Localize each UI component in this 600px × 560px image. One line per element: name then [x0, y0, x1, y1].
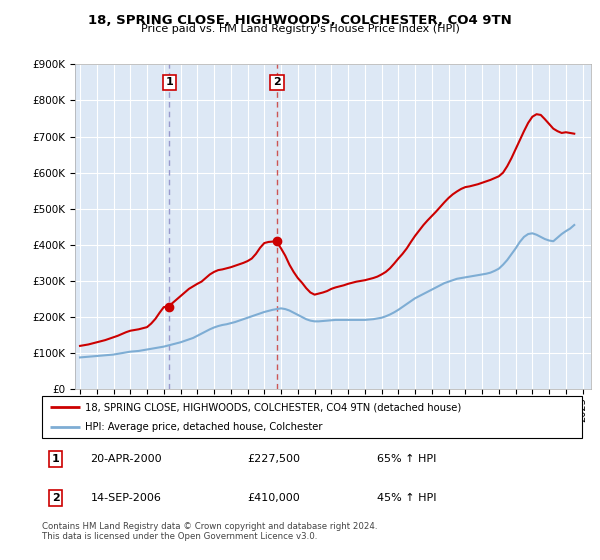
FancyBboxPatch shape	[42, 396, 582, 438]
Text: £410,000: £410,000	[247, 493, 300, 503]
Text: 14-SEP-2006: 14-SEP-2006	[91, 493, 161, 503]
Text: 1: 1	[52, 454, 59, 464]
Text: 20-APR-2000: 20-APR-2000	[91, 454, 162, 464]
Text: 18, SPRING CLOSE, HIGHWOODS, COLCHESTER, CO4 9TN (detached house): 18, SPRING CLOSE, HIGHWOODS, COLCHESTER,…	[85, 402, 461, 412]
Text: 2: 2	[52, 493, 59, 503]
Text: 45% ↑ HPI: 45% ↑ HPI	[377, 493, 436, 503]
Text: 1: 1	[166, 77, 173, 87]
Text: Contains HM Land Registry data © Crown copyright and database right 2024.
This d: Contains HM Land Registry data © Crown c…	[42, 522, 377, 542]
Text: Price paid vs. HM Land Registry's House Price Index (HPI): Price paid vs. HM Land Registry's House …	[140, 24, 460, 34]
Text: 65% ↑ HPI: 65% ↑ HPI	[377, 454, 436, 464]
Text: 18, SPRING CLOSE, HIGHWOODS, COLCHESTER, CO4 9TN: 18, SPRING CLOSE, HIGHWOODS, COLCHESTER,…	[88, 14, 512, 27]
Text: £227,500: £227,500	[247, 454, 300, 464]
Text: HPI: Average price, detached house, Colchester: HPI: Average price, detached house, Colc…	[85, 422, 323, 432]
Text: 2: 2	[273, 77, 281, 87]
